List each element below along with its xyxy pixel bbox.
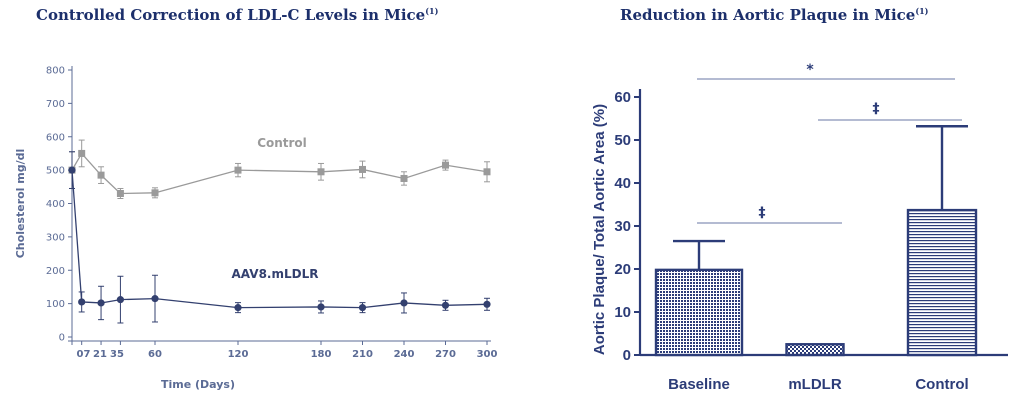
y-tick-label: 400 [46, 199, 65, 210]
x-axis-title: Time (Days) [161, 378, 235, 391]
left-chart-title: Controlled Correction of LDL-C Levels in… [36, 6, 438, 24]
y-tick-label: 60 [614, 89, 631, 106]
mldlr-bar [785, 343, 845, 357]
y-axis-title: Aortic Plaque/ Total Aortic Area (%) [591, 104, 608, 355]
y-tick-label: 600 [46, 132, 65, 143]
x-tick-label: 120 [228, 349, 249, 360]
y-tick-label: 30 [614, 218, 631, 235]
x-category-label: Control [915, 376, 968, 393]
control-data-point [234, 166, 242, 174]
treated-data-point [234, 304, 242, 312]
baseline-bar [654, 268, 744, 357]
right-chart-title-footnote: (1) [915, 6, 929, 16]
control-series-line [71, 152, 488, 195]
x-tick-label: 180 [311, 349, 332, 360]
control-data-point [116, 189, 124, 197]
y-tick-label: 500 [46, 166, 65, 177]
control-data-point [359, 165, 366, 173]
x-category-label: Baseline [668, 376, 730, 393]
left-chart-title-footnote: (1) [425, 6, 439, 16]
control-data-point [317, 168, 325, 176]
x-tick-label: 21 [93, 349, 107, 360]
significance-marker: * [806, 62, 814, 78]
right-chart-title-text: Reduction in Aortic Plaque in Mice [620, 6, 916, 24]
treated-series-line [71, 170, 488, 309]
treated-data-point [483, 300, 491, 308]
treated-series-label: AAV8.mLDLR [232, 267, 319, 281]
x-tick-label: 210 [352, 349, 373, 360]
x-tick-label: 0 [77, 349, 84, 360]
y-tick-label: 0 [59, 333, 65, 344]
treated-data-point [358, 304, 367, 312]
control-data-point [400, 174, 408, 182]
treated-data-point [317, 303, 325, 311]
x-category-label: mLDLR [788, 376, 841, 393]
treated-data-point [97, 299, 105, 307]
treated-data-point [78, 298, 86, 306]
aortic-plaque-bar-chart: 0 10 20 30 40 50 60 Aortic Plaque/ Total Aortic… [591, 62, 1008, 393]
x-tick-label: 7 [84, 349, 91, 360]
y-tick-label: 100 [46, 299, 65, 310]
treated-data-point [151, 295, 159, 303]
control-bar [906, 208, 978, 357]
control-series-label: Control [257, 136, 307, 150]
x-tick-label: 300 [477, 349, 498, 360]
treated-data-point [441, 301, 450, 309]
y-tick-label: 40 [614, 175, 631, 192]
control-data-point [151, 189, 159, 197]
x-tick-label: 60 [148, 349, 162, 360]
right-chart-title: Reduction in Aortic Plaque in Mice(1) [620, 6, 928, 24]
y-axis-title: Cholesterol mg/dl [14, 149, 27, 259]
y-tick-label: 200 [46, 266, 65, 277]
y-tick-label: 20 [614, 261, 631, 278]
significance-marker: ‡ [873, 101, 880, 117]
left-chart-title-text: Controlled Correction of LDL-C Levels in… [36, 6, 426, 24]
treated-data-point [68, 166, 76, 174]
treated-data-point [116, 296, 125, 304]
control-data-point [483, 168, 491, 176]
x-tick-label: 270 [435, 349, 456, 360]
control-data-point [78, 149, 86, 157]
x-tick-label: 240 [394, 349, 415, 360]
y-tick-label: 300 [46, 232, 65, 243]
x-tick-label: 35 [110, 349, 124, 360]
y-tick-label: 0 [623, 347, 631, 364]
y-tick-label: 10 [614, 304, 631, 321]
control-data-point [97, 171, 105, 179]
y-tick-label: 700 [46, 99, 65, 110]
significance-marker: ‡ [759, 205, 766, 221]
control-data-point [442, 161, 449, 169]
y-tick-label: 50 [614, 132, 631, 149]
treated-data-point [400, 299, 408, 307]
y-tick-label: 800 [46, 66, 65, 77]
